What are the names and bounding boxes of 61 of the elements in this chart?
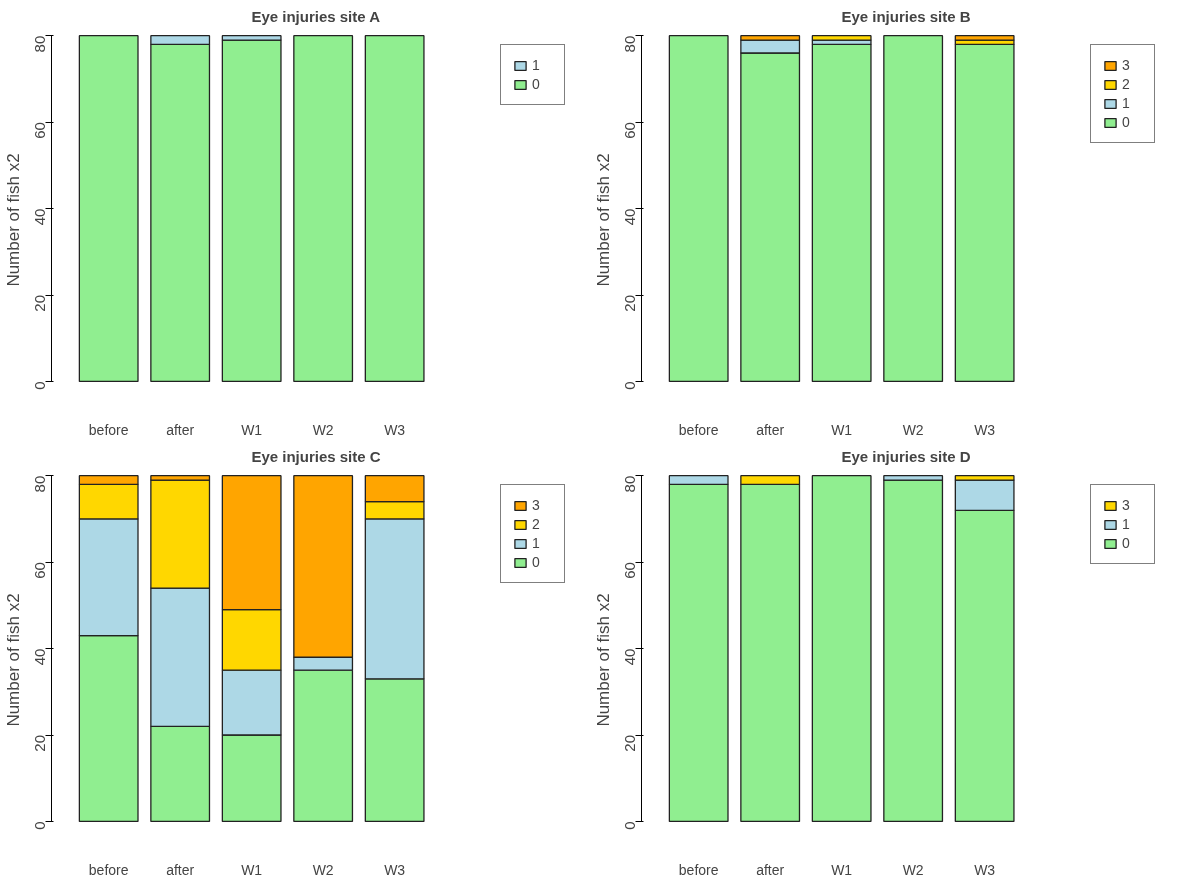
legend-label: 2 — [532, 516, 541, 532]
x-tick-label: after — [166, 861, 195, 878]
x-tick-label: W2 — [312, 861, 334, 878]
x-tick-label: W2 — [902, 421, 924, 438]
x-tick-label: before — [678, 861, 719, 878]
y-tick-label: 40 — [621, 648, 639, 666]
y-tick-label: 60 — [621, 562, 639, 579]
x-tick-label: W1 — [241, 861, 263, 878]
x-tick-label: W1 — [241, 421, 263, 438]
y-tick-label: 80 — [621, 35, 639, 53]
legend-label: 1 — [1122, 516, 1131, 532]
legend-label: 1 — [1122, 95, 1131, 111]
y-tick-label: 0 — [621, 821, 639, 830]
legend-label: 1 — [532, 535, 541, 551]
y-tick-label: 80 — [621, 475, 639, 493]
y-tick-label: 80 — [31, 475, 49, 493]
x-tick-label: after — [166, 421, 195, 438]
y-tick-label: 20 — [621, 735, 639, 752]
y-tick-label: 40 — [31, 208, 49, 226]
legend-label: 0 — [1122, 114, 1131, 130]
y-tick-label: 20 — [31, 295, 49, 312]
y-tick-label: 80 — [31, 35, 49, 53]
y-tick-label: 0 — [621, 381, 639, 390]
chart-title: Eye injuries site C — [251, 447, 381, 465]
y-axis-title: Number of fish x2 — [3, 153, 23, 287]
legend-label: 2 — [1122, 76, 1131, 92]
y-tick-label: 60 — [31, 122, 49, 139]
y-tick-label: 60 — [31, 562, 49, 579]
y-tick-label: 60 — [621, 122, 639, 139]
y-axis-title: Number of fish x2 — [593, 153, 613, 287]
y-tick-label: 20 — [31, 735, 49, 752]
x-tick-label: before — [88, 861, 129, 878]
x-tick-label: W3 — [974, 421, 996, 438]
y-tick-label: 0 — [31, 381, 49, 390]
y-tick-label: 0 — [31, 821, 49, 830]
legend-label: 0 — [532, 554, 541, 570]
x-tick-label: before — [88, 421, 129, 438]
y-tick-label: 40 — [621, 208, 639, 226]
x-tick-label: W1 — [831, 861, 853, 878]
legend-label: 3 — [532, 497, 541, 513]
legend-label: 0 — [532, 76, 541, 92]
chart-title: Eye injuries site A — [251, 7, 381, 25]
x-tick-label: W2 — [902, 861, 924, 878]
x-tick-label: W2 — [312, 421, 334, 438]
legend-label: 3 — [1122, 497, 1131, 513]
legend-label: 3 — [1122, 57, 1131, 73]
y-tick-label: 20 — [621, 295, 639, 312]
chart-title: Eye injuries site D — [841, 447, 971, 465]
y-axis-title: Number of fish x2 — [593, 593, 613, 727]
chart-title: Eye injuries site B — [841, 7, 971, 25]
x-tick-label: W3 — [384, 861, 406, 878]
y-axis-title: Number of fish x2 — [3, 593, 23, 727]
x-tick-label: W1 — [831, 421, 853, 438]
x-tick-label: W3 — [384, 421, 406, 438]
legend-label: 1 — [532, 57, 541, 73]
x-tick-label: after — [756, 861, 785, 878]
x-tick-label: before — [678, 421, 719, 438]
x-tick-label: W3 — [974, 861, 996, 878]
y-tick-label: 40 — [31, 648, 49, 666]
x-tick-label: after — [756, 421, 785, 438]
legend-label: 0 — [1122, 535, 1131, 551]
